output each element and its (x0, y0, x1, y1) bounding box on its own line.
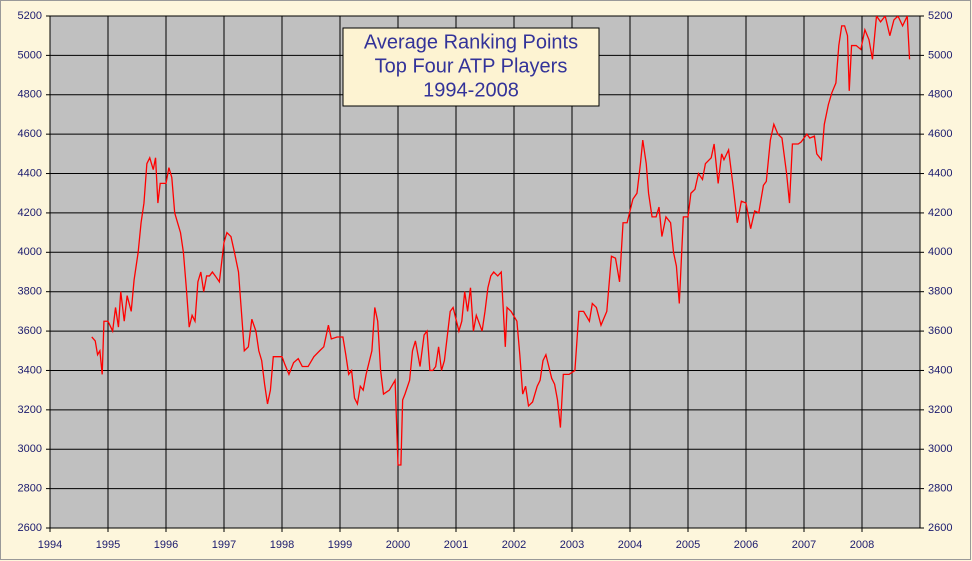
y2-tick-label: 4200 (928, 207, 952, 219)
data-line (91, 16, 911, 466)
y-tick-label: 3600 (18, 325, 42, 337)
x-tick-label: 1995 (96, 539, 120, 551)
x-tick-label: 2006 (734, 539, 758, 551)
y-tick-label: 4400 (18, 167, 42, 179)
y2-tick-label: 2600 (928, 522, 952, 534)
x-tick-label: 2001 (444, 539, 468, 551)
y2-tick-label: 3400 (928, 364, 952, 376)
y2-tick-label: 2800 (928, 483, 952, 495)
y-tick-label: 3800 (18, 286, 42, 298)
y2-tick-label: 5200 (928, 10, 952, 22)
x-tick-label: 2005 (676, 539, 700, 551)
y-tick-label: 3000 (18, 443, 42, 455)
x-tick-label: 2002 (502, 539, 526, 551)
y-tick-label: 2800 (18, 483, 42, 495)
y2-tick-label: 4800 (928, 89, 952, 101)
y-tick-label: 2600 (18, 522, 42, 534)
y-tick-label: 3400 (18, 364, 42, 376)
chart-title: Average Ranking Points (364, 31, 578, 53)
x-tick-label: 1994 (38, 539, 62, 551)
y-tick-label: 3200 (18, 404, 42, 416)
y2-tick-label: 4600 (928, 128, 952, 140)
y2-tick-label: 3800 (928, 286, 952, 298)
y-tick-label: 4200 (18, 207, 42, 219)
x-tick-label: 1999 (328, 539, 352, 551)
title-box (342, 27, 600, 107)
y2-tick-label: 5000 (928, 49, 952, 61)
chart-title: 1994-2008 (423, 79, 519, 101)
y-tick-label: 4600 (18, 128, 42, 140)
y2-tick-label: 3000 (928, 443, 952, 455)
x-tick-label: 2004 (618, 539, 642, 551)
y2-tick-label: 4400 (928, 167, 952, 179)
y2-tick-label: 3200 (928, 404, 952, 416)
y-tick-label: 4000 (18, 246, 42, 258)
grid (49, 15, 920, 529)
x-tick-label: 2008 (850, 539, 874, 551)
x-tick-label: 1996 (154, 539, 178, 551)
chart-title: Top Four ATP Players (375, 55, 568, 77)
x-tick-label: 2007 (792, 539, 816, 551)
y2-tick-label: 3600 (928, 325, 952, 337)
y-tick-label: 4800 (18, 89, 42, 101)
x-tick-label: 1997 (212, 539, 236, 551)
y2-tick-label: 4000 (928, 246, 952, 258)
series-layer (91, 16, 911, 466)
y-tick-label: 5200 (18, 10, 42, 22)
y-tick-label: 5000 (18, 49, 42, 61)
x-tick-label: 2003 (560, 539, 584, 551)
x-tick-label: 1998 (270, 539, 294, 551)
x-tick-label: 2000 (386, 539, 410, 551)
